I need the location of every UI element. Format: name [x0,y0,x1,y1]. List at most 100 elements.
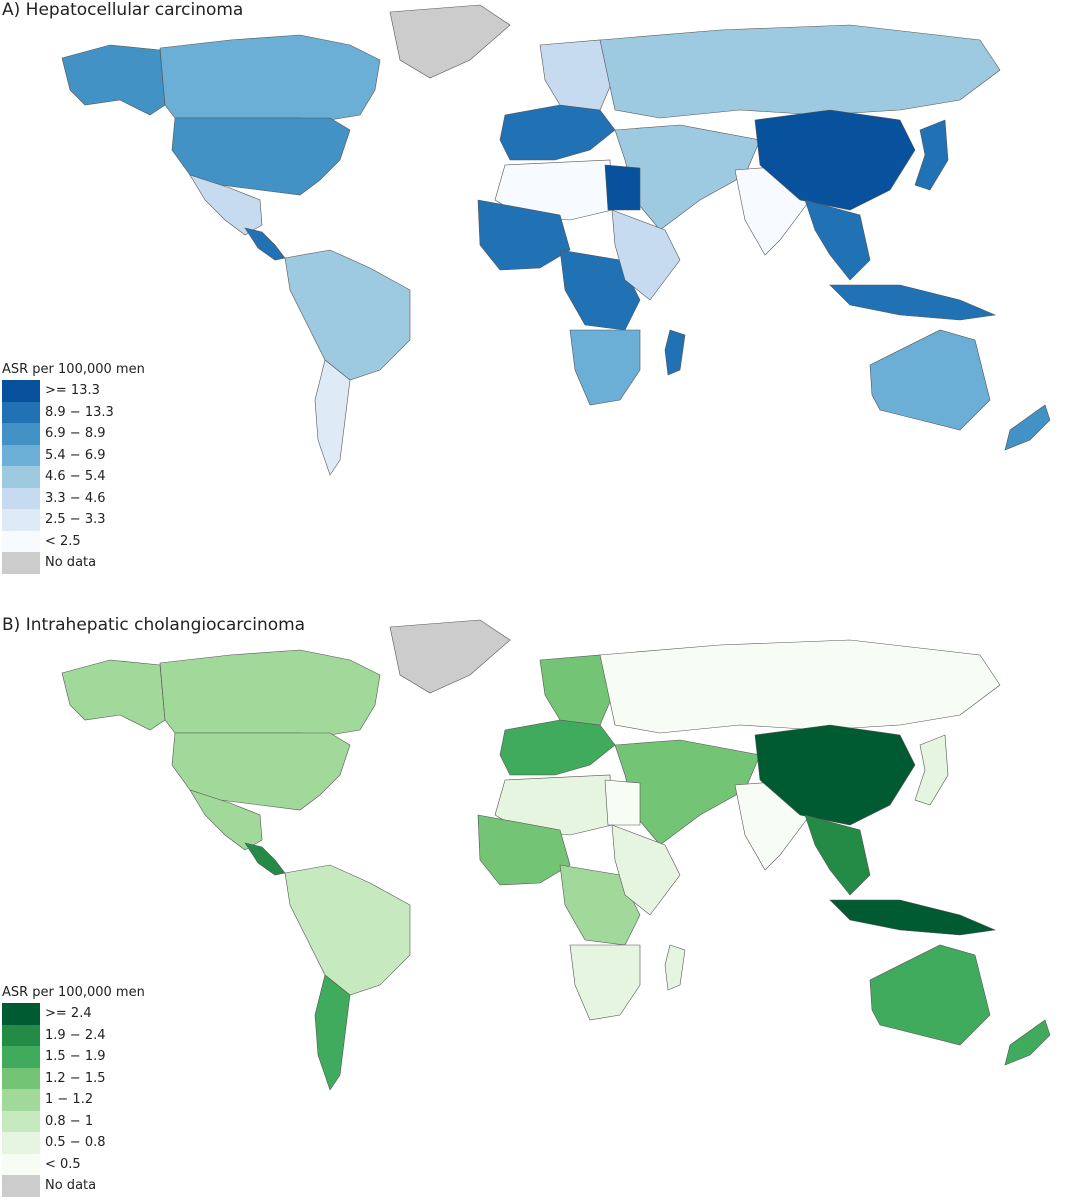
east-africa-region [611,824,681,916]
china-region [754,724,916,826]
australia-region [869,329,991,431]
legend-swatch [2,1003,40,1025]
legend-item: 8.9 − 13.3 [2,401,145,423]
legend-label: 4.6 − 5.4 [45,469,106,485]
legend-label: 1 − 1.2 [45,1092,94,1108]
legend-item: 1.9 − 2.4 [2,1024,145,1046]
russia-region [599,24,1001,119]
southeast-asia-region [804,199,871,281]
legend-swatch [2,1024,40,1046]
legend-title: ASR per 100,000 men [2,362,145,377]
legend-swatch [2,487,40,509]
australia-region [869,944,991,1046]
japan-region [914,734,949,806]
central-america-region [244,842,286,876]
panel-cholangiocarcinoma: B) Intrahepatic cholangiocarcinoma ASR p… [0,615,1075,1200]
western-europe-region [499,104,616,161]
legend-rows: >= 13.3 8.9 − 13.3 6.9 − 8.9 5.4 − 6.9 4.6 −… [2,380,145,574]
legend-item: 6.9 − 8.9 [2,423,145,445]
alaska-region [61,659,166,731]
legend-item: < 2.5 [2,530,145,552]
legend-swatch [2,444,40,466]
canada-region [159,649,381,736]
china-region [754,109,916,211]
south-america-north-region [284,249,411,381]
legend-swatch [2,1153,40,1175]
legend-item: 3.3 − 4.6 [2,487,145,509]
greenland-region [389,4,511,79]
legend-item: >= 13.3 [2,380,145,402]
legend-swatch [2,1046,40,1068]
north-africa-region [494,774,613,836]
legend-swatch [2,1067,40,1089]
south-america-south-region [314,359,351,476]
legend-swatch [2,552,40,574]
legend-item: No data [2,1175,145,1197]
west-africa-region [477,814,571,886]
legend-label: 1.2 − 1.5 [45,1070,106,1086]
japan-region [914,119,949,191]
legend-label: 0.5 − 0.8 [45,1135,106,1151]
legend-item: < 0.5 [2,1153,145,1175]
south-america-north-region [284,864,411,996]
world-map-icc [61,619,1051,1091]
legend-swatch [2,423,40,445]
central-america-region [244,227,286,261]
legend-label: 8.9 − 13.3 [45,404,114,420]
legend-item: No data [2,552,145,574]
legend-label: 5.4 − 6.9 [45,447,106,463]
new-zealand-region [1004,404,1051,451]
usa-region [171,117,351,196]
russia-region [599,639,1001,734]
legend-swatch [2,509,40,531]
legend-label: 1.9 − 2.4 [45,1027,106,1043]
western-europe-region [499,719,616,776]
legend-label: 1.5 − 1.9 [45,1049,106,1065]
world-map-hcc [61,4,1051,476]
southern-africa-region [569,944,641,1021]
indonesia-region [829,284,997,321]
legend-rows: >= 2.4 1.9 − 2.4 1.5 − 1.9 1.2 − 1.5 1 − 1.2… [2,1003,145,1197]
legend-label: 3.3 − 4.6 [45,490,106,506]
legend-swatch [2,380,40,402]
southern-africa-region [569,329,641,406]
legend-label: >= 2.4 [45,1006,92,1022]
legend-swatch [2,530,40,552]
greenland-region [389,619,511,694]
north-africa-region [494,159,613,221]
legend-item: 5.4 − 6.9 [2,444,145,466]
usa-region [171,732,351,811]
egypt-region [604,779,641,826]
legend-icc: ASR per 100,000 men >= 2.4 1.9 − 2.4 1.5 −… [2,985,145,1197]
panel-hepatocellular: A) Hepatocellular carcinoma ASR per 100,… [2,0,1051,574]
legend-label: 6.9 − 8.9 [45,426,106,442]
southeast-asia-region [804,814,871,896]
legend-hcc: ASR per 100,000 men >= 13.3 8.9 − 13.3 6.9… [2,362,145,574]
legend-label: >= 13.3 [45,383,100,399]
indonesia-region [829,899,997,936]
legend-item: 1 − 1.2 [2,1089,145,1111]
new-zealand-region [1004,1019,1051,1066]
east-africa-region [611,209,681,301]
legend-swatch [2,1132,40,1154]
west-africa-region [477,199,571,271]
legend-item: 1.5 − 1.9 [2,1046,145,1068]
legend-title: ASR per 100,000 men [2,985,145,1000]
legend-swatch [2,1175,40,1197]
madagascar-region [664,944,686,991]
south-america-south-region [314,974,351,1091]
canada-region [159,34,381,121]
legend-item: >= 2.4 [2,1003,145,1025]
legend-swatch [2,466,40,488]
legend-swatch [2,1089,40,1111]
panel-title: A) Hepatocellular carcinoma [2,0,244,20]
legend-swatch [2,1110,40,1132]
legend-item: 0.8 − 1 [2,1110,145,1132]
legend-item: 1.2 − 1.5 [2,1067,145,1089]
legend-label: No data [45,1178,97,1194]
legend-label: No data [45,555,97,571]
legend-item: 0.5 − 0.8 [2,1132,145,1154]
panel-title: B) Intrahepatic cholangiocarcinoma [2,615,306,635]
legend-label: < 0.5 [45,1156,81,1172]
legend-item: 2.5 − 3.3 [2,509,145,531]
